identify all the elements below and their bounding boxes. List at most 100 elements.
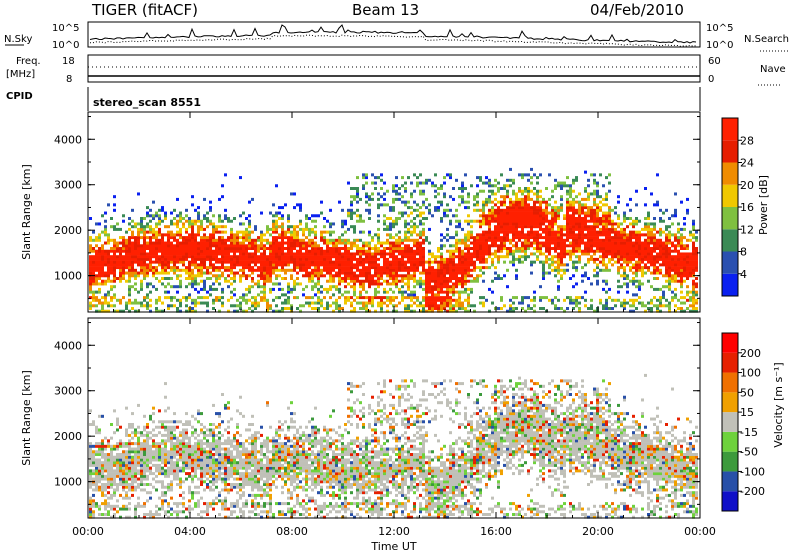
heatmap-cell — [542, 277, 545, 280]
heatmap-cell — [152, 266, 155, 270]
heatmap-cell — [230, 255, 233, 259]
heatmap-cell — [599, 227, 602, 231]
heatmap-cell — [560, 252, 563, 256]
heatmap-cell — [425, 238, 428, 242]
heatmap-cell — [101, 268, 104, 272]
heatmap-cell — [521, 249, 524, 253]
heatmap-cell — [161, 309, 164, 313]
heatmap-cell — [653, 296, 656, 300]
heatmap-cell — [326, 230, 329, 234]
heatmap-cell — [488, 236, 491, 240]
heatmap-cell — [590, 173, 593, 177]
heatmap-cell — [167, 249, 170, 253]
heatmap-cell — [272, 203, 275, 207]
heatmap-cell — [236, 233, 239, 237]
heatmap-cell — [674, 247, 677, 250]
heatmap-cell — [143, 298, 146, 302]
heatmap-cell — [323, 296, 326, 300]
heatmap-cell — [602, 263, 605, 267]
heatmap-cell — [443, 192, 446, 196]
heatmap-cell — [440, 184, 443, 188]
heatmap-cell — [374, 233, 377, 237]
heatmap-cell — [248, 236, 251, 240]
heatmap-cell — [551, 217, 554, 220]
heatmap-cell — [542, 200, 545, 204]
heatmap-cell — [338, 271, 341, 275]
heatmap-cell — [245, 257, 248, 261]
heatmap-cell — [224, 230, 227, 234]
heatmap-cell — [683, 244, 686, 248]
freq-left-tick-top: 18 — [62, 56, 75, 67]
heatmap-cell — [569, 244, 572, 248]
heatmap-cell — [641, 266, 644, 270]
heatmap-cell — [455, 214, 458, 218]
heatmap-cell — [260, 252, 263, 256]
heatmap-cell — [158, 238, 161, 242]
heatmap-cell — [401, 296, 404, 300]
heatmap-cell — [482, 238, 485, 242]
heatmap-cell — [377, 271, 380, 275]
heatmap-cell — [383, 241, 386, 245]
heatmap-cell — [551, 214, 554, 218]
heatmap-cell — [200, 279, 203, 283]
heatmap-cell — [344, 296, 347, 300]
heatmap-cell — [314, 268, 317, 272]
heatmap-cell — [314, 249, 317, 253]
heatmap-cell — [92, 304, 95, 308]
heatmap-cell — [317, 263, 320, 267]
heatmap-cell — [152, 200, 155, 204]
heatmap-cell — [434, 173, 437, 177]
heatmap-cell — [338, 238, 341, 242]
heatmap-cell — [143, 217, 146, 220]
heatmap-cell — [179, 252, 182, 256]
heatmap-cell — [509, 219, 512, 223]
heatmap-cell — [323, 225, 326, 229]
heatmap-cell — [356, 260, 359, 264]
heatmap-cell — [515, 247, 518, 250]
heatmap-cell — [680, 252, 683, 256]
heatmap-cell — [467, 230, 470, 234]
heatmap-cell — [590, 236, 593, 240]
heatmap-cell — [95, 263, 98, 267]
heatmap-cell — [371, 301, 374, 305]
heatmap-cell — [428, 260, 431, 264]
heatmap-cell — [284, 247, 287, 250]
heatmap-cell — [95, 296, 98, 300]
heatmap-cell — [443, 244, 446, 248]
heatmap-cell — [680, 227, 683, 231]
heatmap-cell — [545, 247, 548, 250]
heatmap-cell — [131, 233, 134, 237]
heatmap-cell — [164, 266, 167, 270]
heatmap-cell — [275, 257, 278, 261]
heatmap-cell — [368, 309, 371, 313]
heatmap-cell — [299, 249, 302, 253]
heatmap-cell — [527, 247, 530, 250]
heatmap-cell — [404, 282, 407, 286]
heatmap-cell — [470, 279, 473, 283]
heatmap-cell — [695, 290, 698, 294]
heatmap-cell — [608, 244, 611, 248]
heatmap-cell — [575, 244, 578, 248]
heatmap-cell — [488, 249, 491, 253]
heatmap-cell — [227, 238, 230, 242]
heatmap-cell — [653, 287, 656, 291]
heatmap-cell — [119, 249, 122, 253]
heatmap-cell — [284, 301, 287, 305]
heatmap-cell — [692, 255, 695, 259]
heatmap-cell — [380, 266, 383, 270]
heatmap-cell — [557, 236, 560, 240]
heatmap-cell — [233, 277, 236, 280]
heatmap-cell — [635, 217, 638, 220]
heatmap-cell — [98, 480, 101, 484]
heatmap-cell — [482, 230, 485, 234]
heatmap-cell — [107, 274, 110, 278]
heatmap-cell — [269, 263, 272, 267]
heatmap-cell — [209, 255, 212, 259]
heatmap-cell — [209, 252, 212, 256]
heatmap-cell — [590, 208, 593, 212]
heatmap-cell — [692, 290, 695, 294]
heatmap-cell — [260, 296, 263, 300]
heatmap-cell — [287, 282, 290, 286]
heatmap-cell — [623, 257, 626, 261]
heatmap-cell — [410, 238, 413, 242]
